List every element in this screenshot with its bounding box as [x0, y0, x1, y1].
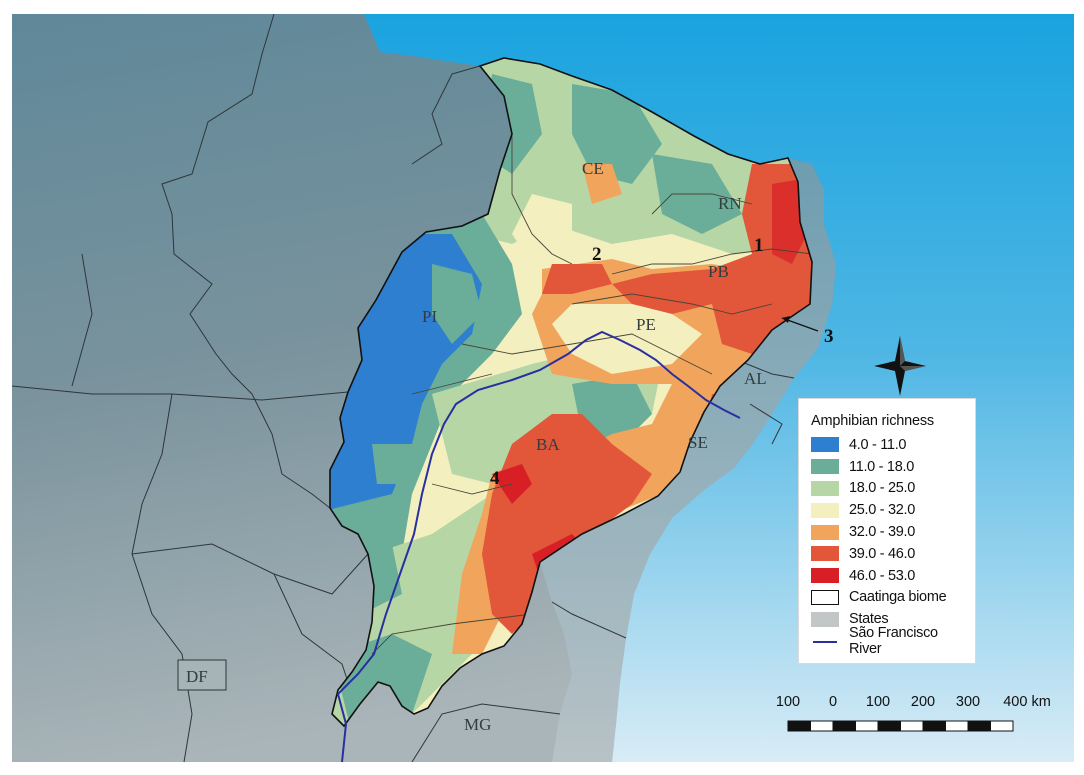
label-rn: RN	[718, 194, 742, 213]
legend-class-swatch	[811, 459, 839, 475]
scale-bar-tick-label: 100	[865, 694, 891, 710]
scale-bar-tick-label: 200	[910, 694, 936, 710]
legend-class-label: 18.0 - 25.0	[849, 480, 916, 497]
legend-class-label: 4.0 - 11.0	[849, 436, 907, 453]
label-ce: CE	[582, 159, 604, 178]
state-boundaries-outer	[12, 14, 795, 762]
legend-class-3: 25.0 - 32.0	[811, 499, 965, 521]
legend-class-swatch	[811, 437, 839, 453]
scale-bar-graphic	[787, 720, 1014, 732]
legend-biome: Caatinga biome	[811, 587, 965, 609]
legend-class-label: 11.0 - 18.0	[849, 458, 914, 475]
legend-class-swatch	[811, 546, 839, 562]
scale-bar-tick-label: 400 km	[1003, 694, 1051, 710]
legend-class-swatch	[811, 480, 839, 496]
scale-bar-segment	[832, 720, 856, 732]
legend-class-label: 25.0 - 32.0	[849, 502, 916, 519]
label-mg: MG	[464, 715, 491, 734]
sao-francisco-river	[336, 330, 741, 762]
legend-river-label: São Francisco River	[849, 625, 938, 658]
marker-3: 3	[824, 326, 834, 347]
scale-bar-segment	[990, 720, 1014, 732]
legend-river: São Francisco River	[811, 625, 965, 657]
scale-bar-segment	[787, 720, 811, 732]
marker-4: 4	[490, 468, 500, 489]
map-canvas: CE RN PB PE PI AL SE BA DF MG 1 2 3 4	[12, 14, 1074, 762]
marker-3-arrowhead	[782, 316, 790, 323]
label-pb: PB	[708, 262, 729, 281]
marker-2: 2	[592, 244, 602, 265]
legend-class-4: 32.0 - 39.0	[811, 521, 965, 543]
legend-states: States	[811, 608, 965, 630]
legend-class-swatch	[811, 524, 839, 540]
legend-class-5: 39.0 - 46.0	[811, 543, 965, 565]
legend-classes: 4.0 - 11.0 11.0 - 18.0 18.0 - 25.0 25.0 - 3…	[811, 434, 965, 587]
legend-states-swatch	[811, 611, 839, 627]
legend-title: Amphibian richness	[811, 413, 934, 429]
label-ba: BA	[536, 435, 560, 454]
scale-bar-tick-label: 100	[775, 694, 801, 710]
scale-bar-segment	[900, 720, 924, 732]
legend-class-2: 18.0 - 25.0	[811, 478, 965, 500]
legend-class-1: 11.0 - 18.0	[811, 456, 965, 478]
scale-bar-segment	[855, 720, 879, 732]
state-boundaries-inner	[371, 134, 812, 655]
scale-bar-segment	[877, 720, 901, 732]
legend-states-label: States	[849, 611, 889, 628]
legend-class-swatch	[811, 502, 839, 518]
legend-class-swatch	[811, 568, 839, 584]
legend-class-label: 39.0 - 46.0	[849, 545, 916, 562]
label-pi: PI	[422, 307, 437, 326]
label-df: DF	[186, 667, 208, 686]
scale-bar-segment	[810, 720, 834, 732]
scale-bar: 100 0 100 200 300 400 km	[775, 694, 1065, 742]
marker-1: 1	[754, 235, 764, 256]
label-se: SE	[688, 433, 708, 452]
north-arrow-icon	[874, 336, 926, 396]
legend: Amphibian richness 4.0 - 11.0 11.0 - 18.0…	[798, 398, 976, 664]
legend-class-label: 32.0 - 39.0	[849, 524, 916, 541]
legend-class-label: 46.0 - 53.0	[849, 567, 916, 584]
legend-river-swatch	[811, 634, 839, 649]
scale-bar-segment	[945, 720, 969, 732]
map-frame: CE RN PB PE PI AL SE BA DF MG 1 2 3 4	[12, 14, 1074, 762]
legend-biome-label: Caatinga biome	[849, 589, 947, 606]
legend-biome-swatch	[811, 589, 839, 605]
scale-bar-segment	[967, 720, 991, 732]
scale-bar-tick-label: 300	[955, 694, 981, 710]
legend-class-6: 46.0 - 53.0	[811, 565, 965, 587]
label-al: AL	[744, 369, 767, 388]
label-pe: PE	[636, 315, 656, 334]
scale-bar-tick-label: 0	[828, 694, 838, 710]
scale-bar-segment	[922, 720, 946, 732]
coastal-strip	[540, 158, 836, 762]
legend-class-0: 4.0 - 11.0	[811, 434, 965, 456]
